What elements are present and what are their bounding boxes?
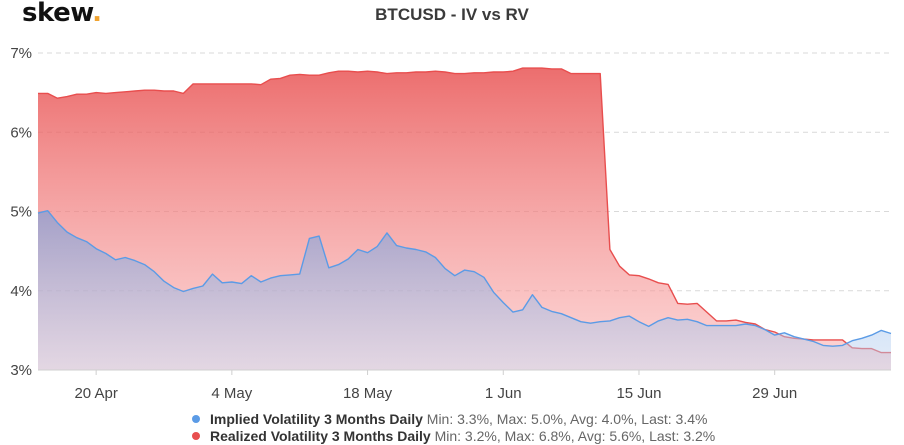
y-tick-label: 3% (10, 362, 32, 379)
legend-stats-realized-volatility: Min: 3.2%, Max: 6.8%, Avg: 5.6%, Last: 3… (434, 428, 716, 444)
legend-label-realized-volatility: Realized Volatility 3 Months Daily (210, 428, 431, 444)
chart-title: BTCUSD - IV vs RV (375, 5, 529, 24)
axes: 3% 4% 5% 6% 7% 20 Apr 4 May 18 May 1 Jun 15 Jun 29… (10, 45, 891, 402)
skew-logo: skew. (22, 0, 102, 28)
x-tick-label: 1 Jun (485, 385, 522, 402)
realized-volatility-line (38, 67, 891, 354)
y-tick-label: 4% (10, 283, 32, 300)
legend-item-implied-volatility[interactable]: Implied Volatility 3 Months Daily Min: 3… (192, 411, 715, 428)
chart-legend: Implied Volatility 3 Months Daily Min: 3… (192, 411, 715, 445)
y-tick-label: 6% (10, 124, 32, 141)
implied-volatility-area (38, 210, 891, 370)
series-areas (37, 67, 892, 370)
y-tick-label: 7% (10, 45, 32, 62)
brand-text: skew (22, 0, 93, 28)
legend-stats-implied-volatility: Min: 3.3%, Max: 5.0%, Avg: 4.0%, Last: 3… (426, 411, 708, 427)
legend-item-realized-volatility[interactable]: Realized Volatility 3 Months Daily Min: … (192, 428, 715, 445)
x-tick-label: 20 Apr (74, 385, 117, 402)
x-tick-label: 29 Jun (752, 385, 797, 402)
y-tick-label: 5% (10, 204, 32, 221)
brand-dot: . (92, 0, 102, 28)
legend-label-implied-volatility: Implied Volatility 3 Months Daily (210, 411, 423, 427)
x-tick-label: 18 May (343, 385, 393, 402)
implied-volatility-line (37, 210, 892, 347)
legend-marker-implied-volatility (192, 415, 200, 424)
x-tick-label: 4 May (211, 385, 252, 402)
volatility-chart: 3% 4% 5% 6% 7% 20 Apr 4 May 18 May 1 Jun 15 Jun 29… (10, 45, 892, 402)
legend-marker-realized-volatility (192, 432, 200, 441)
x-tick-label: 15 Jun (616, 385, 661, 402)
